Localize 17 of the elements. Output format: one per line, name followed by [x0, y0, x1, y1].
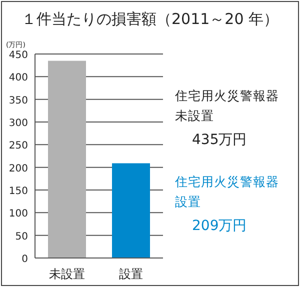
text: 設置	[175, 194, 201, 209]
y-tick-label: 200	[8, 163, 28, 174]
text: 住宅用火災警報器	[174, 88, 279, 103]
y-tick-label: 250	[8, 140, 28, 152]
chart-title: １件当たりの損害額（2011～20 年）	[21, 10, 279, 28]
text: 住宅用火災警報器	[174, 174, 279, 189]
y-tick-label: 450	[8, 50, 28, 61]
y-tick-label: 50	[15, 231, 28, 242]
text: 209万円	[192, 218, 247, 234]
y-tick-label: 150	[8, 186, 28, 197]
y-tick-label: 400	[8, 72, 28, 84]
text: 未設置	[175, 108, 214, 123]
y-tick-label: 100	[8, 208, 28, 220]
y-tick-label: 0	[22, 254, 28, 265]
y-tick-label: 300	[8, 118, 28, 129]
text: 435万円	[192, 132, 247, 148]
y-tick-label: 350	[8, 95, 28, 106]
